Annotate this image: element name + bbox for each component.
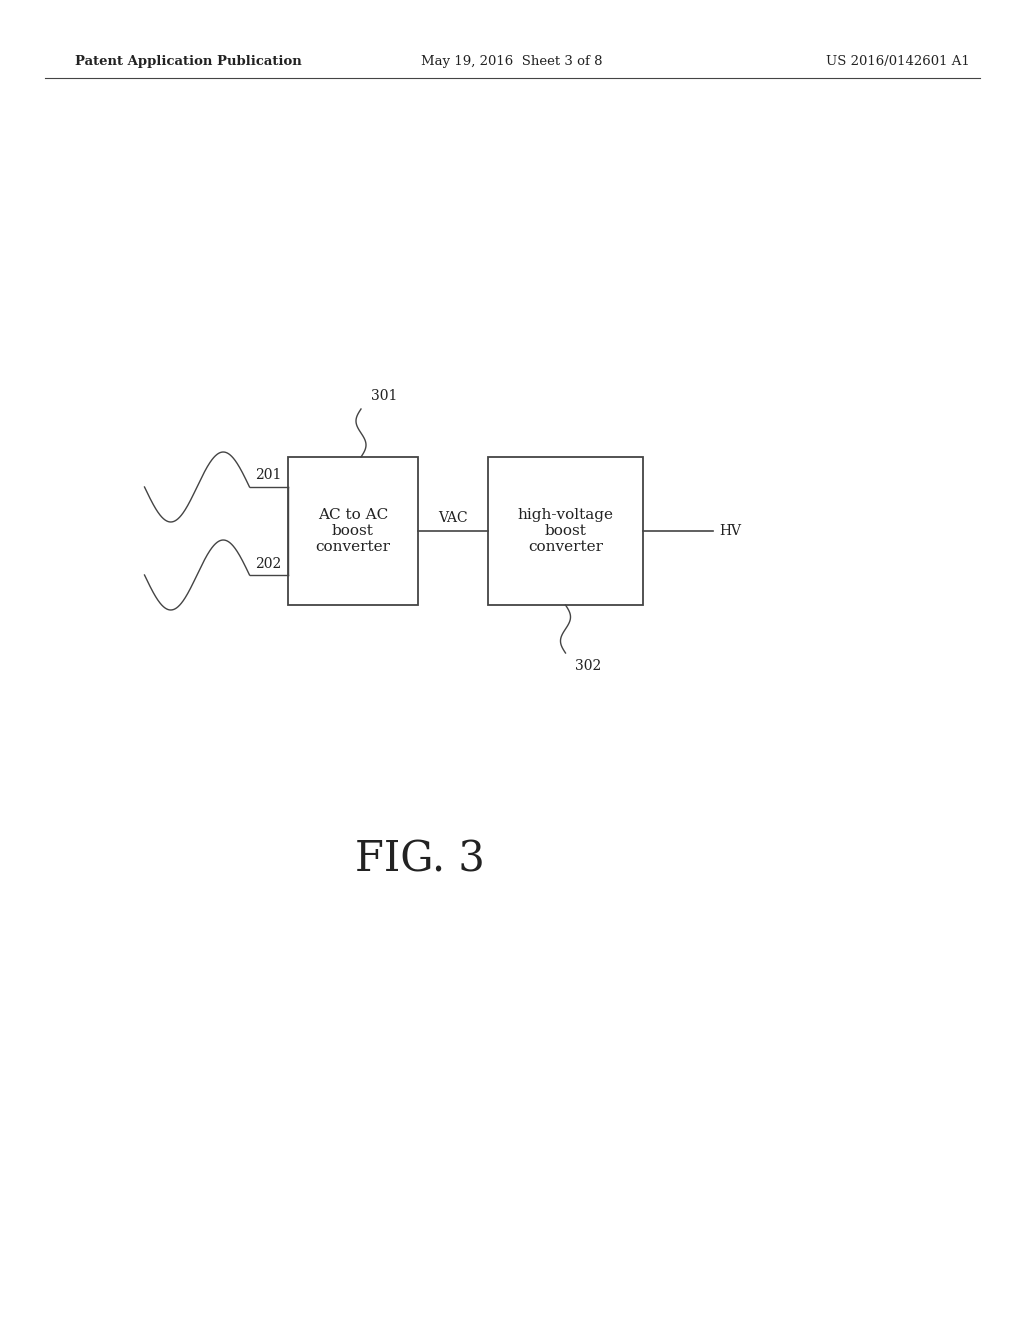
Text: VAC: VAC (438, 511, 468, 525)
Text: May 19, 2016  Sheet 3 of 8: May 19, 2016 Sheet 3 of 8 (421, 55, 603, 69)
Text: 302: 302 (575, 659, 602, 673)
Text: Patent Application Publication: Patent Application Publication (75, 55, 302, 69)
Text: 202: 202 (256, 557, 282, 572)
Bar (488, 457, 643, 605)
Text: US 2016/0142601 A1: US 2016/0142601 A1 (826, 55, 970, 69)
Bar (288, 457, 418, 605)
Text: 301: 301 (371, 389, 397, 403)
Text: high-voltage
boost
converter: high-voltage boost converter (517, 508, 613, 554)
Text: HV: HV (719, 524, 741, 539)
Text: FIG. 3: FIG. 3 (355, 840, 485, 880)
Text: AC to AC
boost
converter: AC to AC boost converter (315, 508, 390, 554)
Text: 201: 201 (256, 469, 282, 482)
